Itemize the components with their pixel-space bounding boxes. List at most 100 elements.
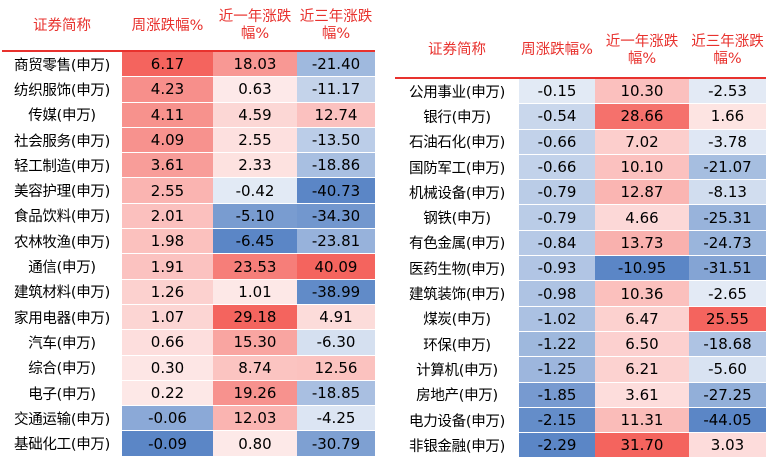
cell-1y-change: -10.95: [595, 255, 689, 281]
cell-3y-change: -25.31: [689, 204, 766, 231]
cell-name: 机械设备(申万): [409, 185, 505, 202]
cell-1y-change: 1.01: [213, 279, 297, 305]
cell-week-change: 4.23: [122, 76, 213, 103]
cell-name: 汽车(申万): [28, 335, 96, 352]
cell-3y-change: 25.55: [689, 306, 766, 332]
cell-name: 商贸零售(申万): [14, 57, 110, 74]
cell-3y-change: -3.78: [689, 129, 766, 155]
table-row: 建筑装饰(申万) -0.98 10.36 -2.65: [395, 280, 766, 307]
cell-3y-change: -11.17: [297, 76, 375, 103]
cell-week-change: 2.01: [122, 203, 213, 229]
right-returns-table: 证券简称 周涨跌幅% 近一年涨跌幅% 近三年涨跌幅% 公用事业(申万) -0.15…: [395, 24, 766, 458]
cell-week-change: -1.85: [519, 382, 595, 408]
cell-week-change: 1.91: [122, 253, 213, 280]
cell-week-change: -1.22: [519, 331, 595, 357]
table-row: 医药生物(申万) -0.93 -10.95 -31.51: [395, 255, 766, 281]
table-row: 通信(申万) 1.91 23.53 40.09: [2, 253, 375, 280]
cell-3y-change: -34.30: [297, 203, 375, 229]
cell-name: 医药生物(申万): [409, 261, 505, 278]
cell-name: 银行(申万): [423, 109, 491, 126]
header-week-change: 周涨跌幅%: [519, 24, 595, 78]
cell-3y-change: -40.73: [297, 177, 375, 204]
cell-name: 电力设备(申万): [409, 413, 505, 430]
cell-name: 农林牧渔(申万): [14, 234, 110, 251]
cell-1y-change: 6.50: [595, 331, 689, 357]
cell-week-change: -1.25: [519, 356, 595, 383]
cell-3y-change: -4.25: [297, 405, 375, 431]
table-row: 电子(申万) 0.22 19.26 -18.85: [2, 380, 375, 406]
cell-week-change: -2.15: [519, 407, 595, 433]
cell-1y-change: 8.74: [213, 355, 297, 381]
cell-week-change: 1.26: [122, 279, 213, 305]
cell-week-change: -0.98: [519, 280, 595, 307]
cell-1y-change: 10.10: [595, 154, 689, 180]
cell-1y-change: 10.30: [595, 78, 689, 104]
header-3y-change: 近三年涨跌幅%: [689, 24, 766, 78]
table-row: 传媒(申万) 4.11 4.59 12.74: [2, 102, 375, 128]
cell-name: 煤炭(申万): [423, 312, 491, 329]
cell-3y-change: -23.81: [297, 228, 375, 254]
cell-week-change: -0.66: [519, 129, 595, 155]
cell-week-change: -0.15: [519, 78, 595, 104]
cell-week-change: -0.54: [519, 103, 595, 130]
cell-week-change: 0.30: [122, 355, 213, 381]
cell-3y-change: -30.79: [297, 430, 375, 457]
table-row: 基础化工(申万) -0.09 0.80 -30.79: [2, 430, 375, 457]
header-week-change: 周涨跌幅%: [122, 2, 213, 51]
cell-3y-change: -2.65: [689, 280, 766, 307]
cell-name: 有色金属(申万): [409, 236, 505, 253]
cell-1y-change: 12.87: [595, 179, 689, 205]
cell-1y-change: 29.18: [213, 304, 297, 330]
table-row: 综合(申万) 0.30 8.74 12.56: [2, 355, 375, 381]
cell-week-change: 3.61: [122, 152, 213, 178]
cell-3y-change: -2.53: [689, 78, 766, 104]
cell-3y-change: 1.66: [689, 103, 766, 130]
table-row: 计算机(申万) -1.25 6.21 -5.60: [395, 356, 766, 383]
cell-1y-change: 23.53: [213, 253, 297, 280]
cell-1y-change: 6.47: [595, 306, 689, 332]
cell-1y-change: 13.73: [595, 230, 689, 256]
cell-week-change: -0.79: [519, 204, 595, 231]
header-1y-change: 近一年涨跌幅%: [595, 24, 689, 78]
cell-1y-change: 0.80: [213, 430, 297, 457]
header-name: 证券简称: [2, 2, 122, 51]
table-row: 煤炭(申万) -1.02 6.47 25.55: [395, 306, 766, 332]
cell-week-change: 6.17: [122, 51, 213, 77]
cell-name: 钢铁(申万): [423, 211, 491, 228]
cell-1y-change: 4.59: [213, 102, 297, 128]
cell-week-change: -2.29: [519, 432, 595, 458]
cell-3y-change: 12.74: [297, 102, 375, 128]
table-row: 非银金融(申万) -2.29 31.70 3.03: [395, 432, 766, 458]
cell-name: 家用电器(申万): [14, 310, 110, 327]
cell-name: 建筑装饰(申万): [409, 287, 505, 304]
cell-week-change: 4.11: [122, 102, 213, 128]
table-row: 机械设备(申万) -0.79 12.87 -8.13: [395, 179, 766, 205]
header-row: 证券简称 周涨跌幅% 近一年涨跌幅% 近三年涨跌幅%: [395, 24, 766, 78]
cell-name: 通信(申万): [28, 260, 96, 277]
cell-name: 房地产(申万): [416, 388, 498, 405]
table-row: 电力设备(申万) -2.15 11.31 -44.05: [395, 407, 766, 433]
cell-name: 食品饮料(申万): [14, 209, 110, 226]
cell-week-change: -0.79: [519, 179, 595, 205]
table-row: 纺织服饰(申万) 4.23 0.63 -11.17: [2, 76, 375, 103]
cell-week-change: -0.84: [519, 230, 595, 256]
cell-name: 环保(申万): [423, 337, 491, 354]
cell-name: 交通运输(申万): [14, 411, 110, 428]
cell-week-change: -1.02: [519, 306, 595, 332]
cell-3y-change: -21.40: [297, 51, 375, 77]
cell-name: 建筑材料(申万): [14, 285, 110, 302]
cell-week-change: 1.98: [122, 228, 213, 254]
cell-name: 轻工制造(申万): [14, 158, 110, 175]
cell-week-change: 1.07: [122, 304, 213, 330]
cell-1y-change: 10.36: [595, 280, 689, 307]
table-row: 国防军工(申万) -0.66 10.10 -21.07: [395, 154, 766, 180]
cell-1y-change: 18.03: [213, 51, 297, 77]
table-row: 商贸零售(申万) 6.17 18.03 -21.40: [2, 51, 375, 77]
cell-name: 社会服务(申万): [14, 133, 110, 150]
cell-name: 综合(申万): [28, 361, 96, 378]
table-row: 银行(申万) -0.54 28.66 1.66: [395, 103, 766, 130]
table-row: 钢铁(申万) -0.79 4.66 -25.31: [395, 204, 766, 231]
header-1y-change: 近一年涨跌幅%: [213, 2, 297, 51]
cell-week-change: -0.66: [519, 154, 595, 180]
cell-1y-change: 2.33: [213, 152, 297, 178]
